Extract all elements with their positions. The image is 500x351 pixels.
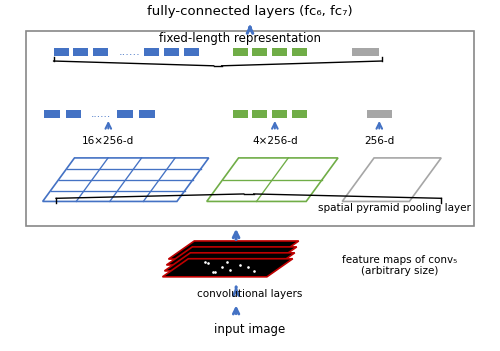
Text: feature maps of conv₅
(arbitrary size): feature maps of conv₅ (arbitrary size) [342,254,457,276]
Text: ......: ...... [91,109,112,119]
Text: spatial pyramid pooling layer: spatial pyramid pooling layer [318,203,472,213]
Polygon shape [42,158,208,201]
Text: ......: ...... [118,47,140,57]
Polygon shape [164,253,295,271]
Bar [272,48,287,57]
Text: input image: input image [214,323,286,336]
Bar [44,110,60,118]
Polygon shape [168,241,298,259]
Text: 16×256-d: 16×256-d [82,136,134,146]
Text: convolutional layers: convolutional layers [198,289,302,299]
Bar [292,110,307,118]
Bar [54,48,68,57]
Bar [139,110,155,118]
Bar [367,110,392,118]
Bar [252,110,268,118]
Bar [184,48,199,57]
Bar [232,48,248,57]
Text: fully-connected layers (fc₆, fc₇): fully-connected layers (fc₆, fc₇) [147,5,353,18]
Bar [74,48,88,57]
Bar [66,110,82,118]
Bar [144,48,159,57]
Text: 4×256-d: 4×256-d [252,136,298,146]
Bar [94,48,108,57]
Polygon shape [206,158,338,201]
Bar [117,110,133,118]
Bar [232,110,248,118]
Polygon shape [166,247,296,265]
Bar [164,48,179,57]
Bar [272,110,287,118]
Polygon shape [342,158,441,201]
Bar [352,48,380,57]
Bar [252,48,268,57]
Text: 256-d: 256-d [364,136,394,146]
Text: fixed-length representation: fixed-length representation [159,33,321,46]
Bar [292,48,307,57]
Bar [26,31,474,226]
Polygon shape [162,259,293,277]
